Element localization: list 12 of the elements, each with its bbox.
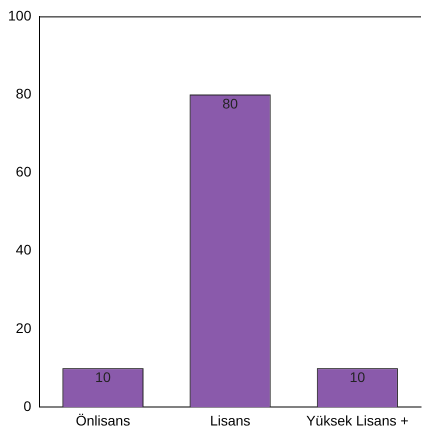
data-label: 10	[350, 368, 366, 385]
y-tick-label: 60	[16, 164, 32, 180]
x-tick-label: Önlisans	[76, 412, 130, 428]
x-tick-label: Yüksek Lisans +	[306, 412, 409, 428]
x-tick-label: Lisans	[210, 412, 250, 428]
data-label: 80	[222, 95, 238, 112]
y-tick-label: 40	[16, 242, 32, 258]
y-tick-label: 80	[16, 85, 32, 102]
y-tick-label: 0	[24, 398, 32, 414]
y-tick-label: 20	[16, 320, 32, 336]
y-tick-label: 100	[8, 7, 32, 24]
data-label: 10	[95, 368, 111, 385]
